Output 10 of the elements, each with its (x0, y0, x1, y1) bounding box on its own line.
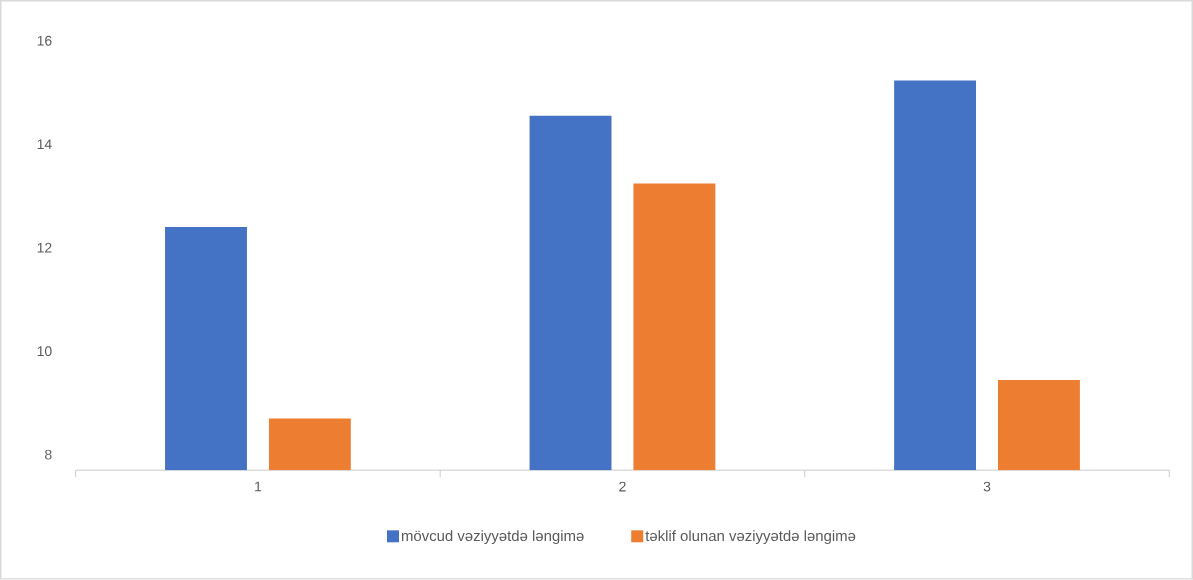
y-tick-label: 14 (37, 139, 52, 150)
x-tick-label: 2 (619, 481, 626, 492)
y-tick-label: 16 (37, 35, 52, 46)
y-tick-label: 8 (45, 449, 52, 460)
legend-label: təklif olunan vəziyyətdə ləngimə (645, 530, 856, 545)
y-tick-label: 12 (37, 242, 52, 253)
x-tick-label: 3 (983, 481, 991, 492)
legend-label: mövcud vəziyyətdə ləngimə (401, 530, 584, 545)
y-tick-label: 10 (37, 346, 52, 357)
x-tick-label: 1 (255, 481, 262, 492)
